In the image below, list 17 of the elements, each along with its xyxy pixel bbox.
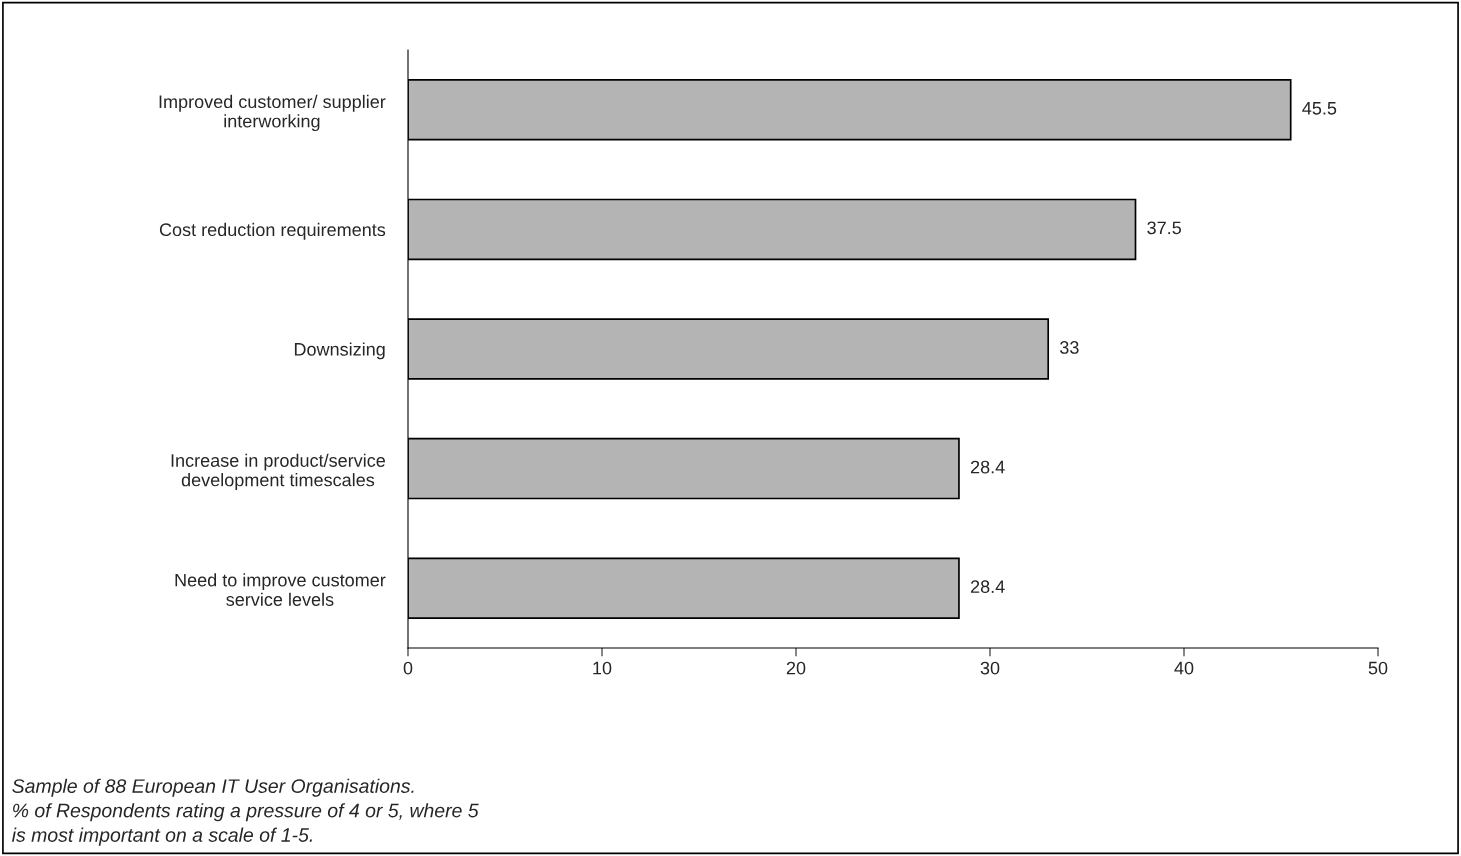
data-label: 28.4 [970,580,1005,594]
data-label: 28.4 [970,460,1005,474]
text: Sample of 88 European IT User Organisations. % of Respondents rating a pressure of 4 or 5, where 5 is most important on a scale of 1-5. [12,778,479,846]
y-tick-label: Need to improve customer service levels [175,573,386,606]
x-tick-label: 30 [980,661,1000,675]
x-tick-label: 10 [593,661,612,675]
y-tick-label: Downsizing [294,342,385,360]
x-tick-label: 40 [1174,661,1194,675]
data-label: 33 [1060,341,1079,354]
data-label: 45.5 [1302,102,1337,115]
y-tick-label: Improved customer/ supplier interworking [159,94,386,132]
y-tick-label: Increase in product/service development timescales [171,453,385,490]
x-tick-label: 0 [403,661,413,675]
data-label: 37.5 [1147,221,1181,235]
x-tick-label: 20 [786,661,806,675]
x-tick-label: 50 [1368,661,1388,675]
y-tick-label: Cost reduction requirements [159,222,386,240]
